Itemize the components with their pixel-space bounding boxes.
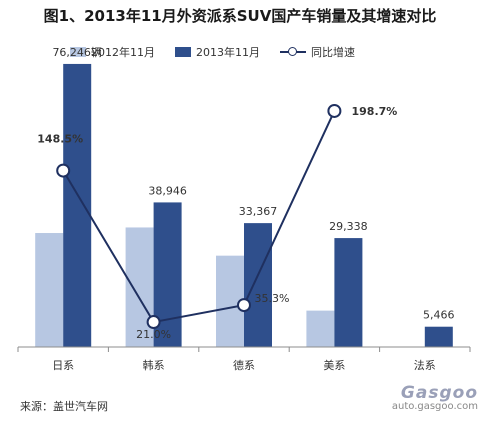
- legend-item-2012: 2012年11月: [70, 44, 155, 60]
- watermark-logo: Gasgoo auto.gasgoo.com: [383, 383, 478, 412]
- legend-line-marker-icon: [280, 47, 306, 57]
- bar-label-2013-0: 76,246辆: [52, 45, 102, 59]
- source-note: 来源：盖世汽车网: [20, 400, 108, 413]
- legend-swatch-2013: [175, 47, 191, 57]
- growth-point-0: [56, 163, 71, 178]
- bar-label-2013-4: 5,466: [423, 309, 455, 322]
- bar-label-2013-1: 38,946: [148, 184, 187, 197]
- growth-label-3: 198.7%: [351, 105, 397, 118]
- x-tick-label-4: 法系: [414, 358, 436, 372]
- bar-2013-0: [63, 63, 92, 347]
- bar-2013-2: [244, 223, 272, 347]
- bar-label-2013-3: 29,338: [329, 220, 368, 233]
- growth-label-1: 21.0%: [136, 328, 171, 341]
- growth-label-0: 148.5%: [37, 133, 83, 146]
- legend-swatch-2012: [70, 47, 86, 57]
- legend-label-2012: 2012年11月: [91, 46, 155, 59]
- x-tick-label-2: 德系: [233, 358, 255, 372]
- bar-2012-0: [35, 233, 64, 347]
- bar-label-2013-2: 33,367: [239, 205, 278, 218]
- chart-title: 图1、2013年11月外资派系SUV国产车销量及其增速对比: [43, 7, 437, 25]
- watermark-url: auto.gasgoo.com: [391, 401, 478, 412]
- watermark-logo-text: Gasgoo: [400, 383, 478, 403]
- bar-2013-3: [334, 238, 363, 347]
- bar-2012-3: [306, 310, 335, 347]
- growth-line: [62, 110, 336, 324]
- legend-label-2013: 2013年11月: [196, 46, 260, 59]
- growth-point-1: [146, 315, 161, 330]
- x-tick-label-3: 美系: [323, 359, 345, 372]
- growth-label-2: 35.3%: [255, 292, 290, 305]
- growth-point-3: [327, 103, 342, 118]
- legend-item-growth: 同比增速: [280, 44, 355, 60]
- x-tick-label-0: 日系: [52, 359, 74, 372]
- legend-label-growth: 同比增速: [311, 46, 355, 59]
- x-tick-label-1: 韩系: [143, 358, 165, 372]
- growth-point-2: [237, 298, 251, 313]
- legend-item-2013: 2013年11月: [175, 44, 260, 60]
- legend: 2012年11月 2013年11月 同比增速: [70, 44, 375, 60]
- bar-2013-4: [424, 326, 453, 347]
